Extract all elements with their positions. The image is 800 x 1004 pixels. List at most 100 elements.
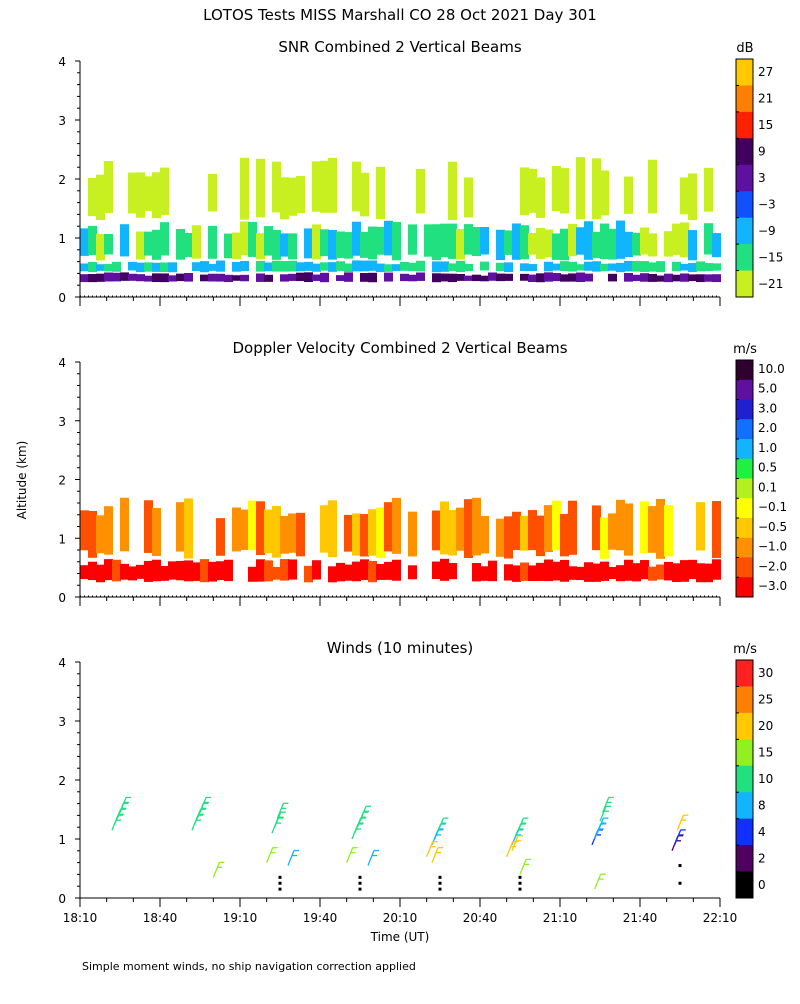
heatmap-cell — [216, 518, 225, 556]
heatmap-cell — [592, 231, 601, 259]
heatmap-cell — [288, 260, 297, 272]
heatmap-cell — [704, 563, 713, 583]
heatmap-cell — [384, 220, 393, 256]
heatmap-cell — [288, 513, 297, 553]
colorbar-label: 2.0 — [758, 421, 777, 435]
colorbar-label: 4 — [758, 825, 766, 839]
heatmap-cell — [88, 177, 97, 217]
wind-barb-shaft — [599, 806, 607, 822]
heatmap-cell — [472, 563, 481, 582]
colorbar-label: 0.5 — [758, 461, 777, 475]
wind-barb — [212, 861, 225, 878]
heatmap-cell — [184, 560, 193, 582]
heatmap-cell — [504, 516, 513, 559]
heatmap-cell — [368, 272, 377, 283]
heatmap-cell — [584, 273, 593, 282]
heatmap-cell — [600, 263, 609, 272]
heatmap-cell — [608, 566, 617, 580]
heatmap-cell — [200, 274, 209, 282]
heatmap-cell — [176, 502, 185, 552]
heatmap-cell — [304, 565, 313, 583]
wind-missing-dot — [358, 881, 362, 885]
heatmap-cell — [512, 511, 521, 551]
heatmap-cell — [688, 559, 697, 580]
wind-barb-shaft — [199, 797, 207, 813]
wind-barb — [599, 805, 611, 822]
colorbar-swatch — [736, 399, 753, 420]
heatmap-cell — [696, 274, 705, 283]
heatmap-cell — [320, 262, 329, 271]
heatmap-cell — [152, 559, 161, 582]
colorbar-label: 25 — [758, 693, 773, 707]
heatmap-cell — [672, 274, 681, 282]
heatmap-cell — [96, 273, 105, 282]
wind-barb — [436, 817, 449, 834]
heatmap-cell — [104, 559, 113, 581]
y-tick-label: 0 — [58, 892, 66, 906]
heatmap-cell — [488, 560, 497, 582]
heatmap-cell — [480, 566, 489, 581]
heatmap-cell — [352, 260, 361, 272]
heatmap-cell — [328, 262, 337, 272]
heatmap-cell — [136, 231, 145, 260]
heatmap-cell — [568, 261, 577, 272]
heatmap-cell — [296, 176, 305, 213]
colorbar-swatch — [736, 111, 753, 139]
heatmap-cell — [88, 262, 97, 273]
heatmap-cell — [88, 273, 97, 283]
heatmap-cell — [304, 272, 313, 283]
heatmap-cell — [88, 510, 97, 558]
heatmap-cell — [360, 172, 369, 217]
heatmap-cell — [216, 273, 225, 282]
heatmap-cell — [328, 500, 337, 558]
wind-barb — [516, 817, 529, 834]
heatmap-cell — [584, 221, 593, 260]
heatmap-cell — [256, 501, 265, 555]
heatmap-cell — [440, 273, 449, 282]
heatmap-cell — [616, 262, 625, 273]
colorbar-swatch — [736, 765, 753, 793]
wind-barb-shaft — [266, 847, 274, 863]
doppler-heatmap — [80, 497, 721, 583]
page-title: LOTOS Tests MISS Marshall CO 28 Oct 2021… — [203, 6, 597, 24]
heatmap-cell — [184, 273, 193, 282]
heatmap-cell — [104, 234, 113, 255]
heatmap-cell — [664, 231, 673, 257]
y-tick-label: 2 — [58, 774, 66, 788]
heatmap-cell — [264, 560, 273, 582]
wind-barb — [596, 817, 609, 834]
heatmap-cell — [688, 263, 697, 272]
heatmap-cell — [680, 273, 689, 282]
heatmap-cell — [464, 264, 473, 272]
heatmap-cell — [472, 226, 481, 257]
x-tick-label: 19:10 — [223, 911, 258, 925]
wind-missing-dot — [518, 887, 522, 891]
heatmap-cell — [208, 225, 217, 259]
heatmap-cell — [520, 515, 529, 551]
doppler-panel-title: Doppler Velocity Combined 2 Vertical Bea… — [232, 339, 567, 357]
doppler-colorbar: 10.0 5.0 3.0 2.0 1.0 0.5 0.1 −0.1 −0.5 −1.0 −2.0 −3… — [735, 359, 787, 598]
heatmap-cell — [408, 565, 417, 580]
heatmap-cell — [152, 508, 161, 556]
wind-missing-dot — [358, 875, 362, 879]
wind-barb-shaft — [674, 829, 682, 846]
heatmap-cell — [216, 260, 225, 272]
heatmap-cell — [336, 261, 345, 271]
heatmap-cell — [304, 261, 313, 271]
heatmap-cell — [424, 224, 433, 257]
heatmap-cell — [624, 559, 633, 581]
colorbar-label: 2 — [758, 851, 766, 865]
heatmap-cell — [528, 274, 537, 282]
snr-panel-title: SNR Combined 2 Vertical Beams — [278, 38, 521, 56]
heatmap-cell — [560, 168, 569, 214]
heatmap-cell — [392, 222, 401, 261]
heatmap-cell — [192, 262, 201, 272]
wind-barb — [367, 849, 379, 866]
heatmap-cell — [552, 166, 561, 212]
colorbar-swatch — [736, 577, 753, 598]
heatmap-cell — [600, 170, 609, 216]
heatmap-cell — [608, 228, 617, 260]
x-tick-label: 20:10 — [383, 911, 418, 925]
heatmap-cell — [328, 157, 337, 213]
